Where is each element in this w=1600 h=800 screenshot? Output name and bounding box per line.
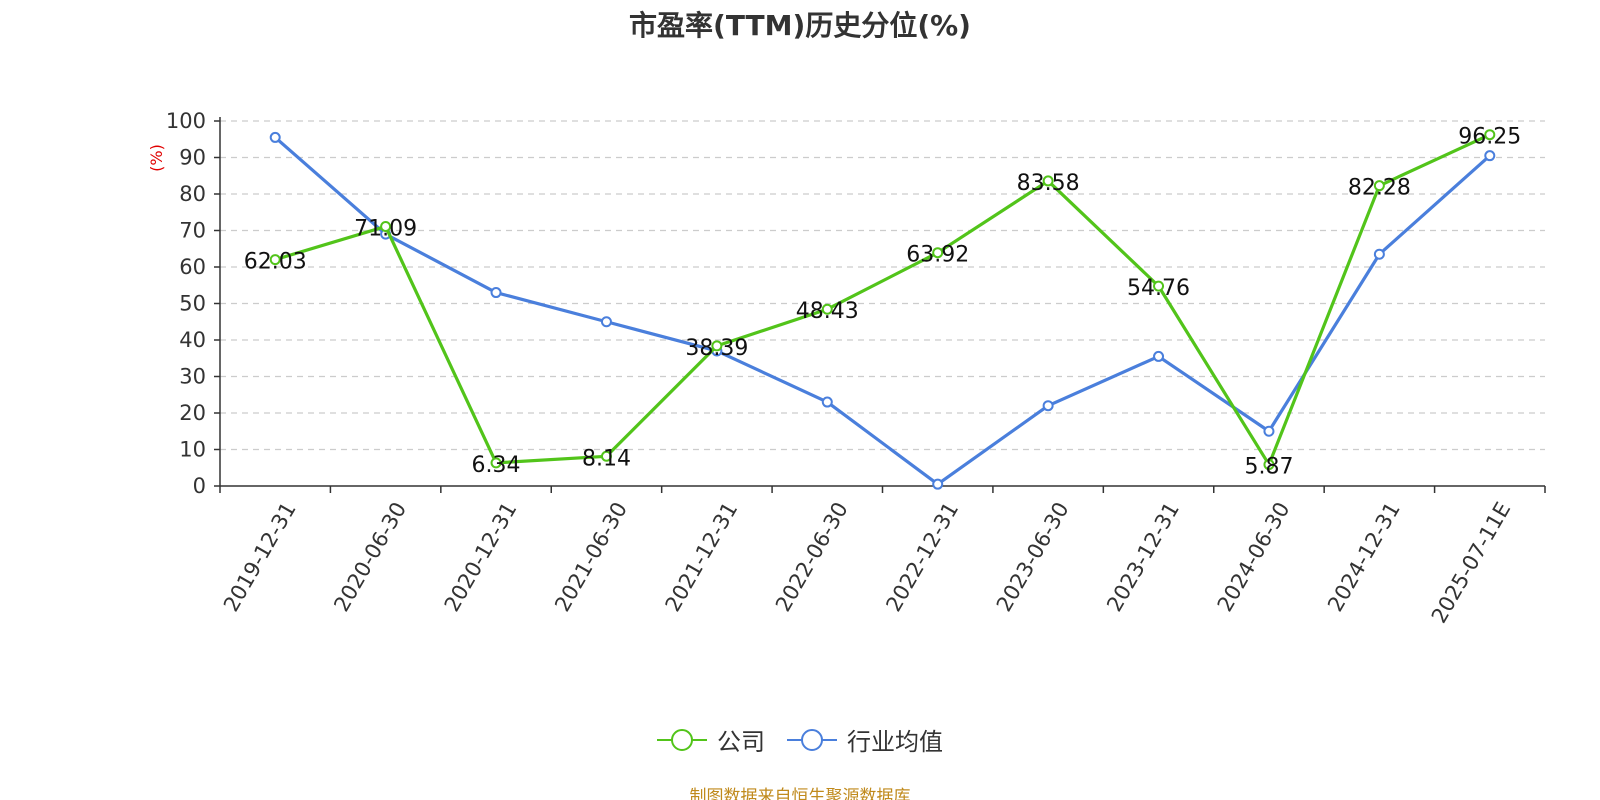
data-label: 5.87 xyxy=(1244,455,1293,480)
company-point xyxy=(932,247,944,259)
legend-company-icon xyxy=(657,728,707,751)
industry-point xyxy=(821,396,833,408)
y-tick-label: 90 xyxy=(179,146,206,170)
legend-item-industry[interactable]: 行业均值 xyxy=(787,722,943,757)
y-tick-label: 40 xyxy=(179,328,206,352)
data-label: 38.39 xyxy=(685,336,748,361)
company-point xyxy=(1042,175,1054,187)
company-point xyxy=(711,340,723,352)
x-tick-label: 2023-06-30 xyxy=(992,498,1074,616)
industry-point xyxy=(1484,150,1496,162)
industry-point xyxy=(269,131,281,143)
y-tick-label: 0 xyxy=(193,474,206,498)
industry-point xyxy=(1153,350,1165,362)
data-label: 83.58 xyxy=(1017,171,1080,196)
x-tick-label: 2024-06-30 xyxy=(1213,498,1295,616)
industry-point xyxy=(1263,425,1275,437)
y-tick-label: 100 xyxy=(166,109,206,133)
company-point xyxy=(490,457,502,469)
company-series-line xyxy=(274,133,1491,467)
data-label: 48.43 xyxy=(796,299,859,324)
company-point xyxy=(1153,280,1165,292)
company-point xyxy=(1484,129,1496,141)
data-label: 6.34 xyxy=(472,453,521,478)
grid-lines xyxy=(220,120,1545,451)
legend-company-label: 公司 xyxy=(717,728,765,756)
x-tick-label: 2024-12-31 xyxy=(1323,498,1405,616)
data-label: 8.14 xyxy=(582,446,631,471)
data-label: 96.25 xyxy=(1458,125,1521,150)
data-label: 54.76 xyxy=(1127,276,1190,301)
company-point xyxy=(600,450,612,462)
company-point xyxy=(380,221,392,233)
x-tick-label: 2021-12-31 xyxy=(661,498,743,616)
legend: 公司 行业均值 xyxy=(0,722,1600,757)
industry-series-line xyxy=(274,136,1491,486)
x-tick-label: 2020-06-30 xyxy=(329,498,411,616)
x-tick-label: 2022-06-30 xyxy=(771,498,853,616)
chart-title: 市盈率(TTM)历史分位(%) xyxy=(629,9,971,42)
data-label: 71.09 xyxy=(354,217,417,242)
y-tick-label: 30 xyxy=(179,365,206,389)
legend-industry-label: 行业均值 xyxy=(847,728,943,756)
x-tick-label: 2025-07-11E xyxy=(1427,498,1515,627)
x-tick-label: 2021-06-30 xyxy=(550,498,632,616)
industry-point xyxy=(1042,400,1054,412)
industry-point xyxy=(600,316,612,328)
x-tick-label: 2019-12-31 xyxy=(219,498,301,616)
y-tick-label: 50 xyxy=(179,292,206,316)
data-label: 63.92 xyxy=(906,243,969,268)
source-note: 制图数据来自恒生聚源数据库 xyxy=(689,787,911,800)
company-point xyxy=(821,303,833,315)
y-tick-label: 70 xyxy=(179,219,206,243)
legend-item-company[interactable]: 公司 xyxy=(657,722,765,757)
data-labels: 62.03 71.09 6.34 8.14 38.39 48.43 63.92 83.58 54… xyxy=(244,125,1522,480)
x-tick-label: 2020-12-31 xyxy=(440,498,522,616)
y-tick-label: 60 xyxy=(179,255,206,279)
y-axis-unit-label: (%) xyxy=(147,144,166,172)
data-label: 82.28 xyxy=(1348,176,1411,201)
x-tick-label: 2022-12-31 xyxy=(881,498,963,616)
legend-industry-icon xyxy=(787,728,837,751)
y-tick-label: 80 xyxy=(179,182,206,206)
series-lines xyxy=(269,129,1496,490)
y-tick-label: 20 xyxy=(179,401,206,425)
data-label: 62.03 xyxy=(244,250,307,275)
axes: 0 10 20 30 40 50 60 70 80 90 100 2019-12-31 2020-06-… xyxy=(166,109,1546,627)
y-tick-label: 10 xyxy=(179,438,206,462)
industry-point xyxy=(490,287,502,299)
company-point xyxy=(269,254,281,266)
x-tick-label: 2023-12-31 xyxy=(1102,498,1184,616)
industry-point xyxy=(1373,248,1385,260)
industry-point xyxy=(932,478,944,490)
company-point xyxy=(1373,180,1385,192)
company-point xyxy=(1263,459,1275,471)
